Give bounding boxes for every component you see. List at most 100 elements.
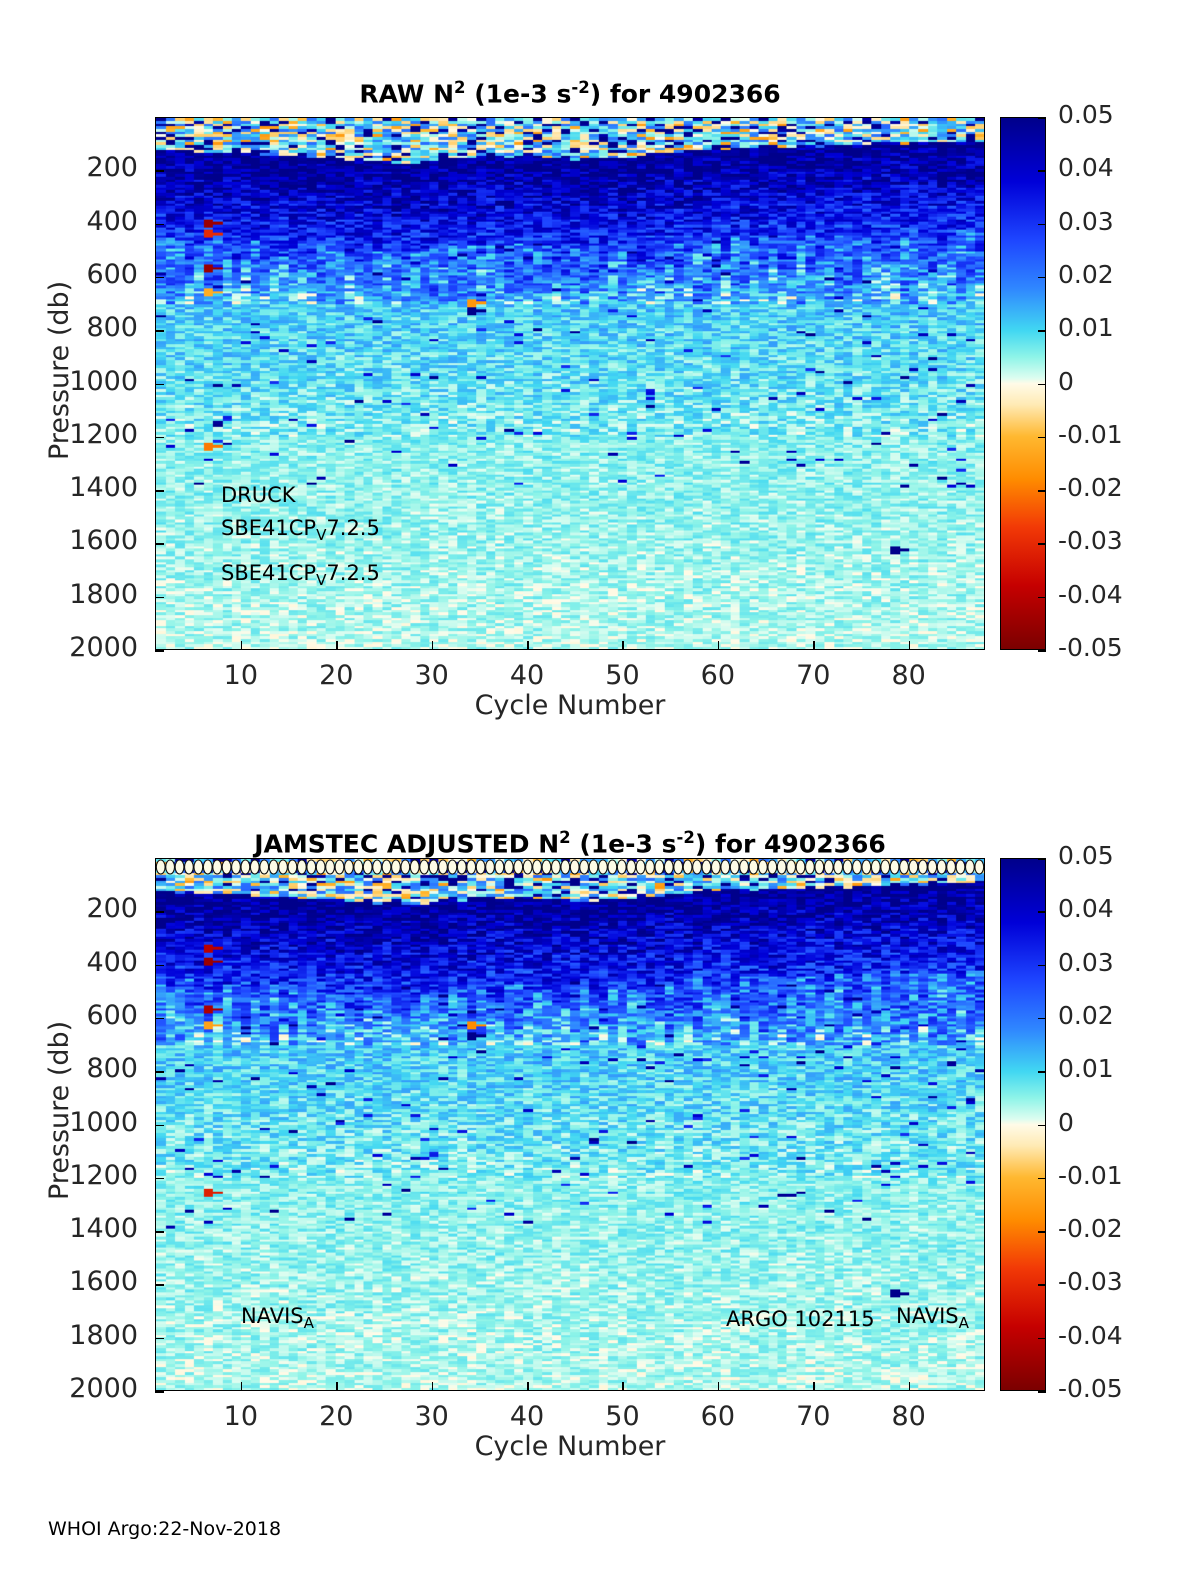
y-tick-label: 1600 [69,1266,138,1298]
colorbar-tick-mark [1038,543,1046,545]
colorbar-tick-mark [1038,964,1046,967]
colorbar-tick-mark [1038,117,1046,119]
y-tick-label: 1600 [69,525,138,557]
y-tick-mark [155,436,164,439]
adj-title-sup1: 2 [559,828,571,847]
colorbar-tick-mark [1038,1231,1046,1233]
y-tick-mark [155,650,164,652]
colorbar-tick-mark [1038,1071,1046,1073]
x-tick-label: 60 [700,1401,736,1432]
y-tick-label: 1800 [69,1319,138,1351]
colorbar-tick-mark [1038,1177,1046,1180]
colorbar-tick-label: 0.03 [1058,206,1114,236]
y-tick-mark [155,276,164,279]
raw-annotation-2: SBE41CPV7.2.5 [221,561,380,590]
colorbar-tick-mark [1038,330,1046,332]
x-tick-mark [622,1382,624,1391]
x-tick-label: 40 [509,1401,545,1432]
y-tick-label: 600 [86,258,138,290]
colorbar-tick-label: 0.02 [1058,259,1114,289]
x-tick-mark [240,641,243,650]
y-tick-mark [155,1231,164,1233]
x-tick-label: 20 [319,660,354,691]
y-tick-label: 200 [86,893,138,925]
colorbar-tick-mark [1038,1391,1046,1393]
y-tick-mark [155,170,164,172]
colorbar-tick-label: -0.03 [1058,526,1123,556]
y-tick-label: 1400 [69,472,138,504]
x-tick-label: 80 [891,660,926,691]
y-tick-label: 600 [86,999,138,1031]
adjusted-plot-title: JAMSTEC ADJUSTED N2 (1e-3 s-2) for 49023… [155,828,985,858]
y-tick-mark [155,596,164,599]
y-tick-label: 1200 [69,1159,138,1191]
colorbar-tick-label: 0.05 [1058,841,1114,870]
colorbar-tick-label: 0.04 [1058,153,1114,183]
y-tick-mark [155,543,164,545]
y-tick-mark [155,964,164,967]
y-tick-mark [155,1124,164,1126]
colorbar-tick-label: -0.01 [1058,1160,1123,1190]
colorbar-tick-label: 0.03 [1058,947,1114,977]
raw-heatmap-canvas [156,118,984,649]
y-tick-label: 2000 [69,632,138,663]
x-tick-mark [431,1382,434,1391]
x-tick-mark [527,641,529,650]
panel-adjusted: JAMSTEC ADJUSTED N2 (1e-3 s-2) for 49023… [0,750,1200,1540]
x-tick-mark [717,1382,720,1391]
y-tick-mark [155,1284,164,1286]
colorbar-tick-label: 0.01 [1058,313,1114,343]
y-tick-label: 1800 [69,578,138,610]
raw-title-suffix: ) for 4902366 [589,79,781,109]
x-tick-mark [813,1382,815,1391]
colorbar-tick-label: -0.03 [1058,1267,1123,1297]
y-tick-mark [155,1071,164,1073]
raw-plot-title: RAW N2 (1e-3 s-2) for 4902366 [155,78,985,108]
colorbar-tick-mark [1038,1337,1046,1340]
colorbar-tick-mark [1038,1124,1046,1126]
raw-title-sup1: 2 [454,78,466,97]
adj-title-prefix: JAMSTEC ADJUSTED N [254,829,560,859]
y-tick-label: 1000 [69,1106,138,1138]
raw-heatmap-axes[interactable]: DRUCK SBE41CPV7.2.5 SBE41CPV7.2.5 [155,117,985,650]
colorbar-tick-mark [1038,596,1046,599]
x-tick-label: 30 [414,1401,449,1432]
y-tick-mark [155,1391,164,1393]
y-tick-mark [155,911,164,913]
raw-annotation-0: DRUCK [221,483,296,507]
colorbar-tick-label: -0.02 [1058,1214,1123,1244]
colorbar-tick-mark [1038,383,1046,385]
y-tick-label: 400 [86,205,138,237]
adjusted-heatmap-axes[interactable]: NAVISA ARGO 102115 NAVISA [155,858,985,1391]
panel-raw: RAW N2 (1e-3 s-2) for 4902366 DRUCK SBE4… [0,0,1200,780]
y-tick-label: 1200 [69,418,138,450]
x-tick-label: 40 [509,660,545,691]
colorbar-tick-mark [1038,911,1046,913]
y-tick-label: 2000 [69,1373,138,1404]
colorbar-tick-mark [1038,170,1046,172]
colorbar-tick-mark [1038,1284,1046,1286]
colorbar-tick-mark [1038,490,1046,492]
y-tick-mark [155,223,164,226]
y-tick-label: 400 [86,946,138,978]
colorbar-tick-label: 0 [1058,1107,1074,1137]
raw-title-mid: (1e-3 s [465,79,572,109]
adjusted-annotation-1: ARGO 102115 [726,1307,875,1331]
x-tick-mark [240,1382,243,1391]
y-tick-label: 1000 [69,365,138,397]
colorbar-tick-mark [1038,436,1046,439]
y-tick-mark [155,1337,164,1340]
x-tick-label: 70 [796,1401,831,1432]
x-tick-mark [431,641,434,650]
y-tick-mark [155,1017,164,1020]
adj-title-mid: (1e-3 s [570,829,677,859]
colorbar-tick-label: 0.02 [1058,1000,1114,1030]
x-tick-label: 50 [605,660,640,691]
y-tick-mark [155,383,164,385]
x-tick-label: 70 [796,660,831,691]
x-tick-label: 10 [223,1401,259,1432]
x-tick-mark [336,641,338,650]
raw-title-sup2: -2 [571,78,590,97]
x-tick-label: 30 [414,660,449,691]
y-tick-label: 1400 [69,1213,138,1245]
